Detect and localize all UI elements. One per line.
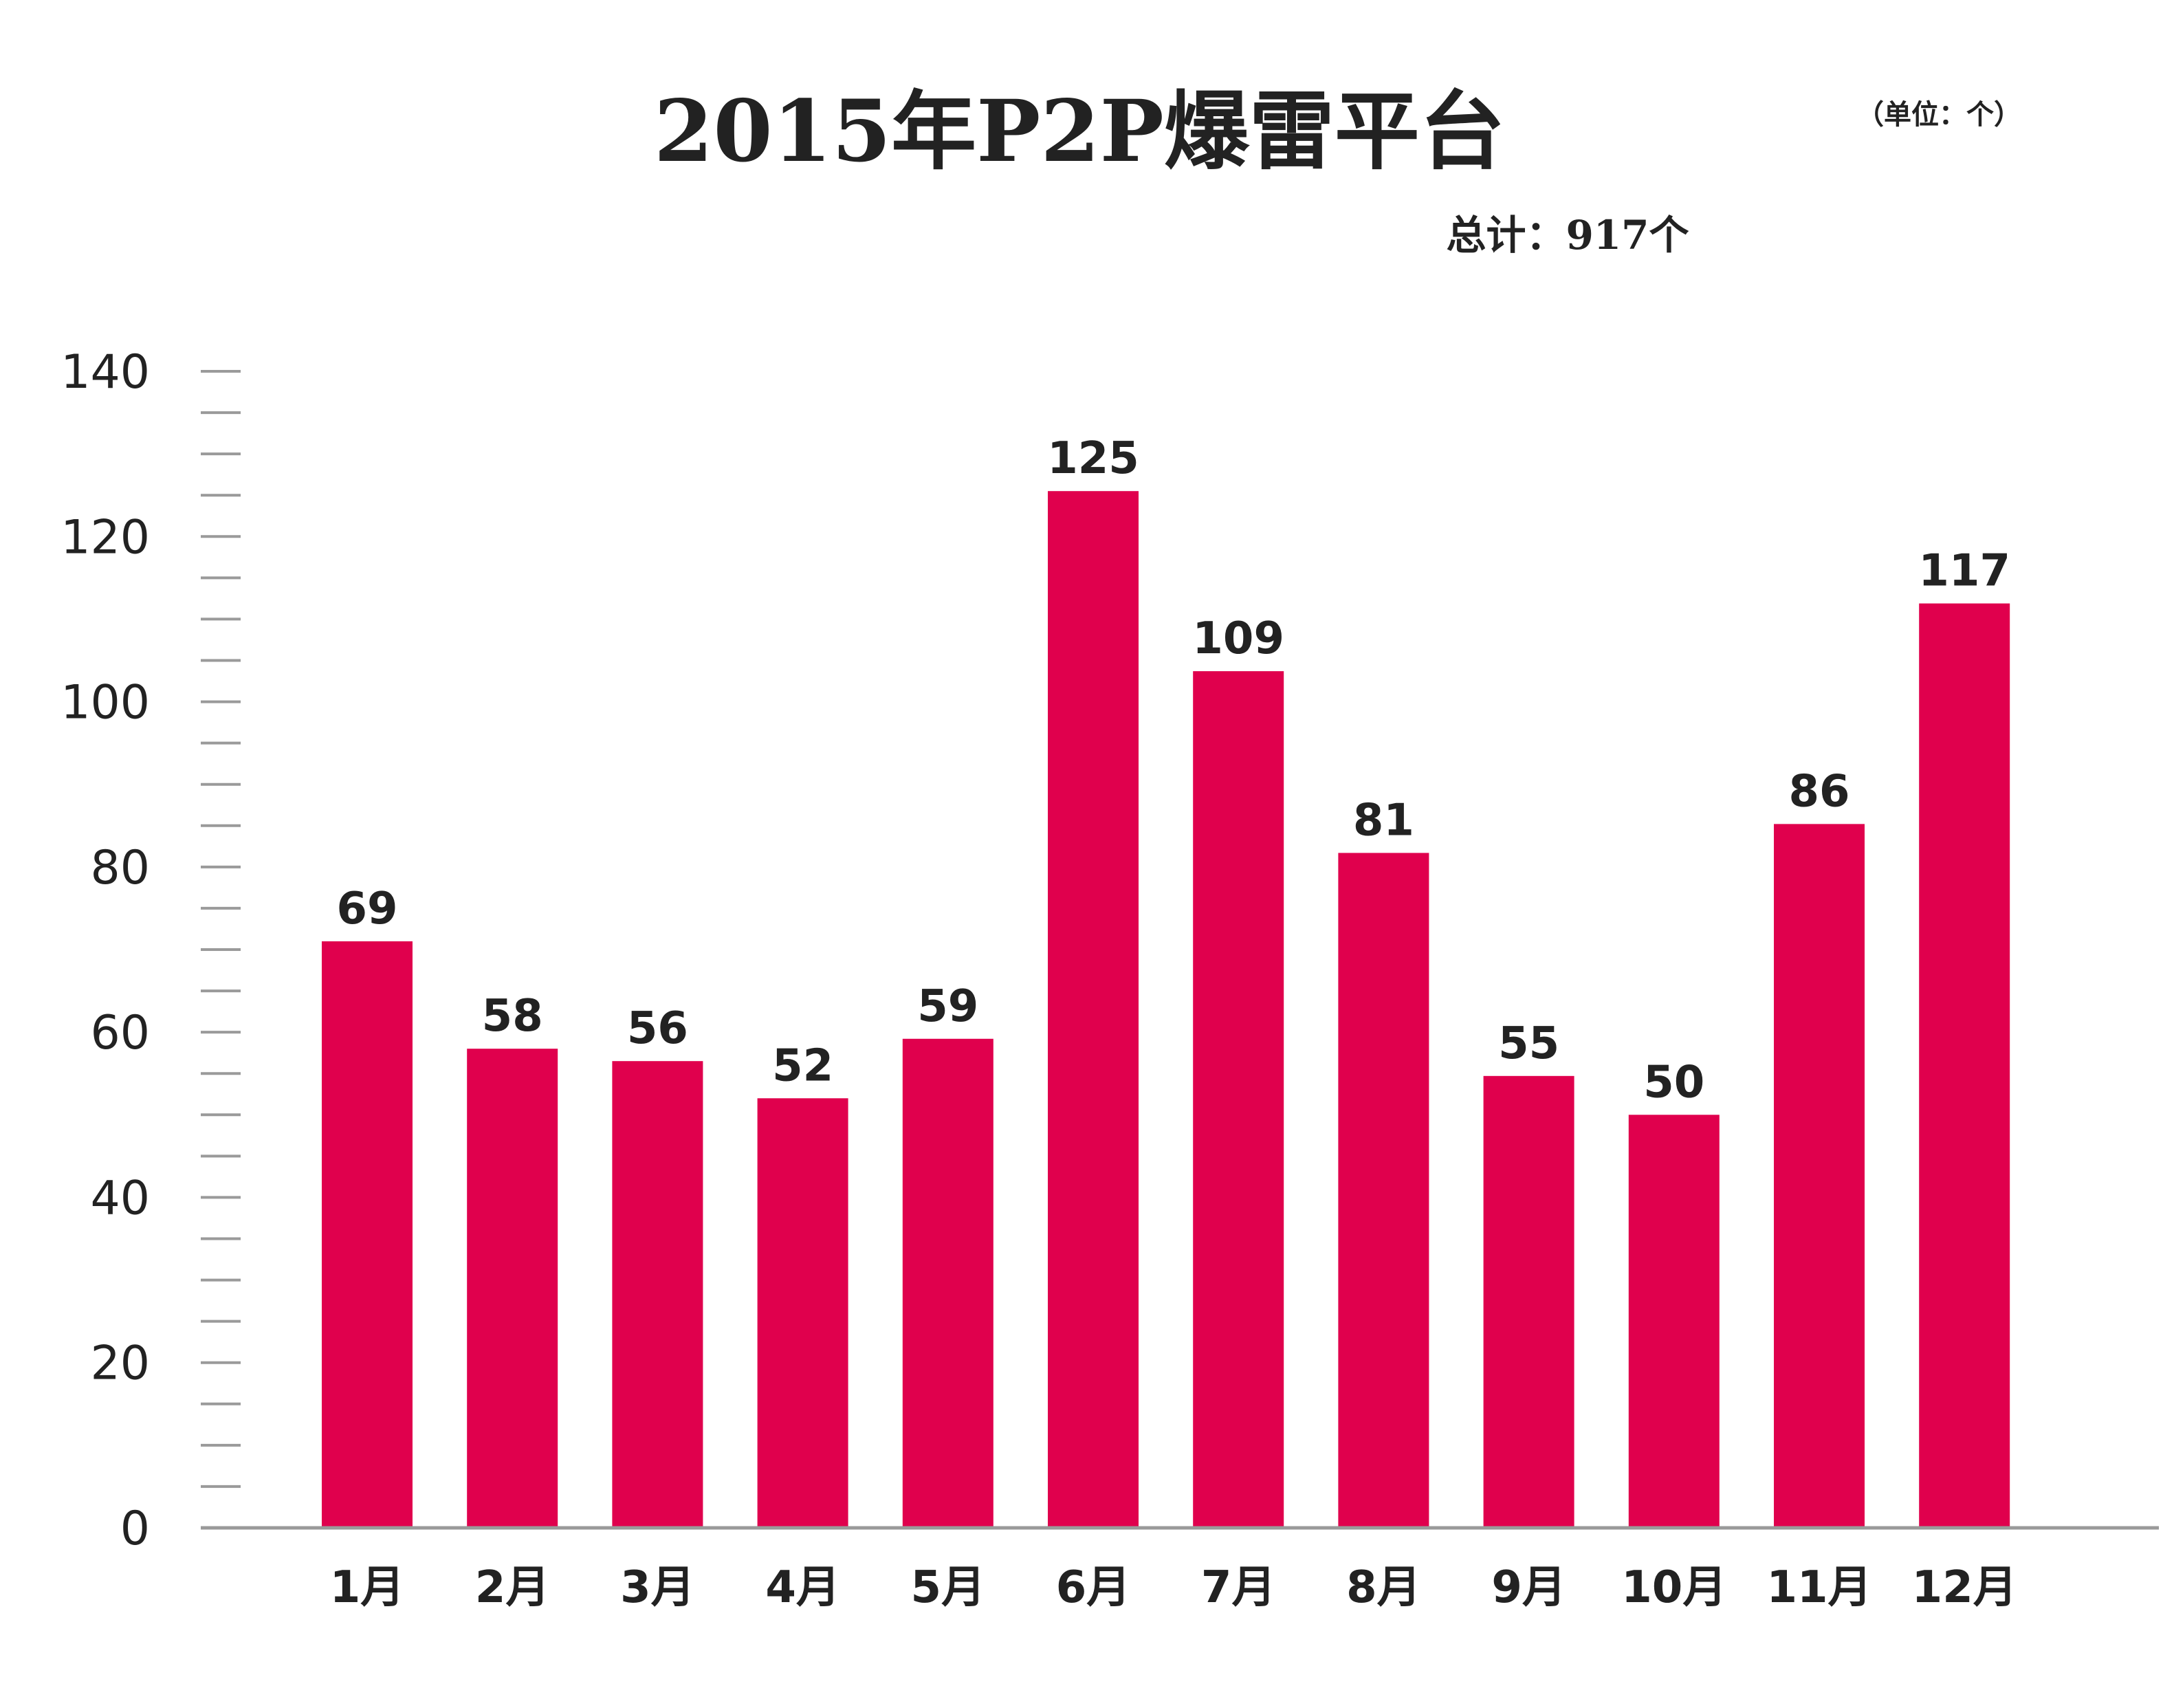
x-tick-label: 8月 <box>1346 1562 1421 1613</box>
bars <box>322 491 2010 1528</box>
data-labels: 69 58 56 52 59 125 109 81 55 50 86 117 <box>336 433 2010 1108</box>
bar-11 <box>1774 824 1865 1528</box>
data-label: 86 <box>1788 766 1849 817</box>
x-tick-label: 11月 <box>1766 1562 1871 1613</box>
y-tick-label: 20 <box>90 1337 150 1391</box>
y-tick-label: 140 <box>61 345 150 399</box>
total-note: 总计：917个 <box>1446 212 1689 259</box>
bar-8 <box>1338 853 1429 1528</box>
x-tick-label: 6月 <box>1056 1562 1131 1613</box>
x-tick-label: 5月 <box>911 1562 986 1613</box>
x-tick-label: 4月 <box>765 1562 840 1613</box>
bar-2 <box>467 1049 558 1528</box>
y-tick-label: 60 <box>90 1006 150 1060</box>
bar-10 <box>1628 1115 1720 1528</box>
data-label: 59 <box>917 981 978 1032</box>
data-label: 109 <box>1192 613 1284 664</box>
x-tick-label: 12月 <box>1912 1562 2017 1613</box>
data-label: 117 <box>1918 546 2010 597</box>
bar-1 <box>322 941 413 1528</box>
y-tick-label: 120 <box>61 510 150 565</box>
data-label: 52 <box>772 1040 833 1091</box>
x-tick-label: 3月 <box>620 1562 695 1613</box>
x-axis: 1月 2月 3月 4月 5月 6月 7月 8月 9月 10月 11月 12月 <box>201 1526 2159 1613</box>
bar-3 <box>612 1061 703 1528</box>
x-tick-label: 7月 <box>1201 1562 1276 1613</box>
data-label: 58 <box>482 991 543 1042</box>
chart-title: 2015年P2P爆雷平台 <box>654 82 1505 182</box>
data-label: 55 <box>1498 1018 1559 1069</box>
data-label: 125 <box>1047 433 1139 484</box>
bar-6 <box>1048 491 1139 1528</box>
x-tick-label: 2月 <box>475 1562 550 1613</box>
data-label: 69 <box>336 884 397 934</box>
x-tick-label: 10月 <box>1621 1562 1726 1613</box>
bar-4 <box>757 1098 848 1528</box>
data-label: 81 <box>1353 795 1414 846</box>
unit-note: （单位：个） <box>1856 98 2021 131</box>
y-tick-label: 100 <box>61 676 150 730</box>
y-tick-label: 40 <box>90 1171 150 1225</box>
x-tick-label: 9月 <box>1491 1562 1566 1613</box>
bar-12 <box>1919 603 2010 1528</box>
y-axis: 0 20 40 60 80 100 120 140 <box>61 345 241 1556</box>
x-tick-label: 1月 <box>330 1562 405 1613</box>
y-tick-label: 80 <box>90 841 150 895</box>
bar-7 <box>1193 671 1284 1528</box>
bar-9 <box>1483 1075 1574 1528</box>
data-label: 56 <box>627 1003 688 1054</box>
bar-5 <box>902 1038 993 1528</box>
y-tick-label: 0 <box>120 1502 150 1556</box>
data-label: 50 <box>1643 1057 1704 1108</box>
